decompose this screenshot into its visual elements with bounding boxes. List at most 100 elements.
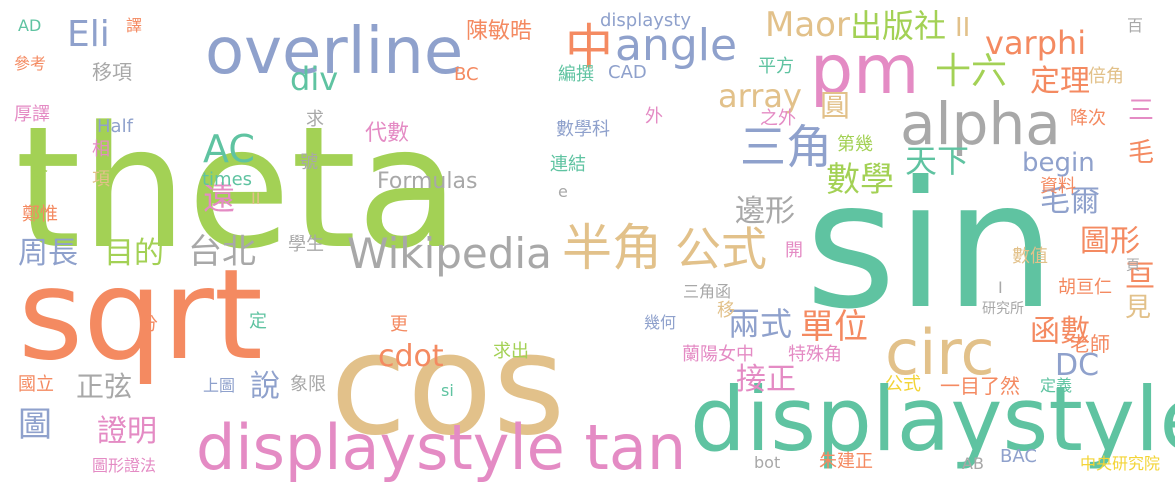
word-displaystyle-4: displaystyle [690, 368, 1175, 472]
word-bot-108: bot [754, 452, 781, 472]
word-cjk-92: 幾何 [644, 312, 677, 332]
word-cjk-54: 譯 [126, 15, 143, 35]
word-cjk-94: 定 [249, 310, 267, 332]
word-cjk-91: 研究所 [982, 301, 1024, 318]
word-cjk-44: 說 [250, 368, 280, 404]
word-cjk-38: 兩式 [728, 305, 793, 344]
word-cjk-51: 陳敏晧 [466, 18, 533, 44]
word-formulas-78: Formulas [377, 168, 478, 194]
word-cjk-90: 移 [717, 299, 735, 321]
word-cjk-112: 中央研究院 [1080, 453, 1161, 473]
word-cjk-60: 平方 [758, 55, 794, 77]
word-cjk-82: 資料 [1040, 175, 1076, 197]
word-ii-81: II [251, 188, 261, 208]
word-cjk-47: 亘 [1125, 258, 1155, 294]
word-cjk-43: 接正 [736, 361, 796, 397]
word-sqrt-2: sqrt [18, 242, 263, 388]
word-cjk-72: 外 [645, 105, 663, 127]
word-varphi-14: varphi [985, 24, 1087, 63]
word-cjk-93: 分 [140, 313, 158, 335]
word-cjk-32: 邊形 [735, 193, 795, 229]
word-cjk-105: 一目了然 [940, 374, 1020, 399]
word-ac-20: AC [203, 127, 255, 172]
word-cjk-30: 毛爾 [1040, 183, 1100, 219]
word-angle-10: angle [615, 19, 738, 71]
word-cjk-107: 圖形證法 [92, 455, 157, 475]
word-cjk-25: 圓 [820, 88, 850, 124]
word-cjk-35: 目的 [104, 235, 164, 271]
word-cjk-33: 圖形 [1080, 223, 1140, 259]
word-times-76: times [202, 168, 253, 190]
word-sin-1: sin [805, 144, 1056, 348]
word-cjk-62: 百 [1127, 15, 1144, 35]
word-cjk-73: 之外 [760, 107, 796, 129]
word-ad-53: AD [18, 15, 42, 35]
word-cjk-66: 項 [92, 168, 110, 190]
word-cjk-100: 國立 [18, 373, 54, 395]
word-cjk-45: 圖 [18, 405, 52, 446]
word-cjk-77: 號 [300, 151, 318, 173]
word-cjk-83: 學生 [288, 233, 324, 255]
word-cjk-106: 定義 [1040, 375, 1073, 395]
word-cjk-102: 象限 [290, 373, 326, 395]
word-ii-50: II [955, 12, 971, 43]
word-bc-57: BC [454, 63, 479, 85]
word-cjk-68: 鄭惟 [22, 203, 58, 225]
word-cos-3: cos [330, 303, 566, 467]
word-cjk-34: 周長 [18, 235, 78, 271]
word-cdot-39: cdot [378, 338, 444, 374]
word-cjk-42: 正弦 [76, 370, 133, 404]
word-cjk-99: 特殊角 [788, 343, 842, 365]
word-cjk-85: 數值 [1012, 245, 1048, 267]
word-cjk-109: 朱建正 [819, 450, 873, 472]
word-cjk-29: 毛 [1128, 137, 1155, 168]
word-e-80: e [558, 181, 568, 201]
word-cjk-101: 上圖 [203, 375, 236, 395]
word-cjk-23: 十六 [935, 50, 1008, 92]
word-cjk-19: 三角 [740, 120, 832, 175]
word-displaysty-52: displaysty [600, 9, 692, 31]
word-theta-0: theta [15, 89, 460, 286]
word-dc-41: DC [1055, 347, 1100, 383]
word-cjk-79: 連結 [550, 153, 586, 175]
word-half-64: Half [97, 115, 133, 137]
word-maor-12: Maor [765, 5, 850, 46]
word-si-103: si [441, 380, 454, 400]
word-cjk-49: 三 [1128, 95, 1155, 126]
word-cjk-71: 數學科 [556, 118, 610, 140]
word-cjk-88: 頁 [1126, 258, 1140, 275]
word-cjk-37: 單位 [800, 307, 868, 348]
word-cjk-97: 蘭陽女中 [682, 343, 754, 365]
word-alpha-8: alpha [900, 89, 1061, 158]
word-begin-28: begin [1022, 147, 1095, 178]
word-cjk-89: 三角函 [683, 281, 732, 301]
word-cjk-98: 老師 [1070, 332, 1110, 357]
word-cjk-17: 公式 [675, 222, 767, 277]
word-cjk-61: 倍角 [1088, 65, 1124, 87]
word-circ-9: circ [885, 315, 995, 389]
word-cjk-16: 半角 [562, 219, 662, 277]
word-cjk-24: 定理 [1030, 63, 1090, 99]
word-pm-7: pm [810, 30, 920, 110]
word-cjk-13: 出版社 [850, 7, 947, 46]
word-cjk-70: 代數 [365, 120, 410, 146]
word-cjk-31: 遠 [203, 179, 236, 218]
word-overline-6: overline [205, 15, 464, 90]
word-cjk-95: 更 [390, 313, 408, 335]
word-div-21: div [290, 60, 339, 99]
word-cad-59: CAD [608, 61, 647, 83]
word-cjk-74: 降次 [1070, 107, 1106, 129]
word-bac-111: BAC [1000, 445, 1037, 467]
word-cjk-69: 求 [306, 108, 324, 130]
word-ab-110: AB [962, 453, 984, 473]
word-cjk-55: 參考 [14, 53, 47, 73]
word-cjk-27: 天下 [905, 142, 970, 181]
word-eli-15: Eli [67, 13, 110, 55]
word-cjk-75: 第幾 [837, 133, 873, 155]
word-cjk-48: 見 [1125, 292, 1152, 323]
word-cjk-63: 厚譯 [14, 103, 50, 125]
word-cjk-26: 數學 [826, 160, 894, 201]
word-cjk-84: 開 [785, 239, 803, 261]
word-cjk-46: 證明 [97, 413, 157, 449]
